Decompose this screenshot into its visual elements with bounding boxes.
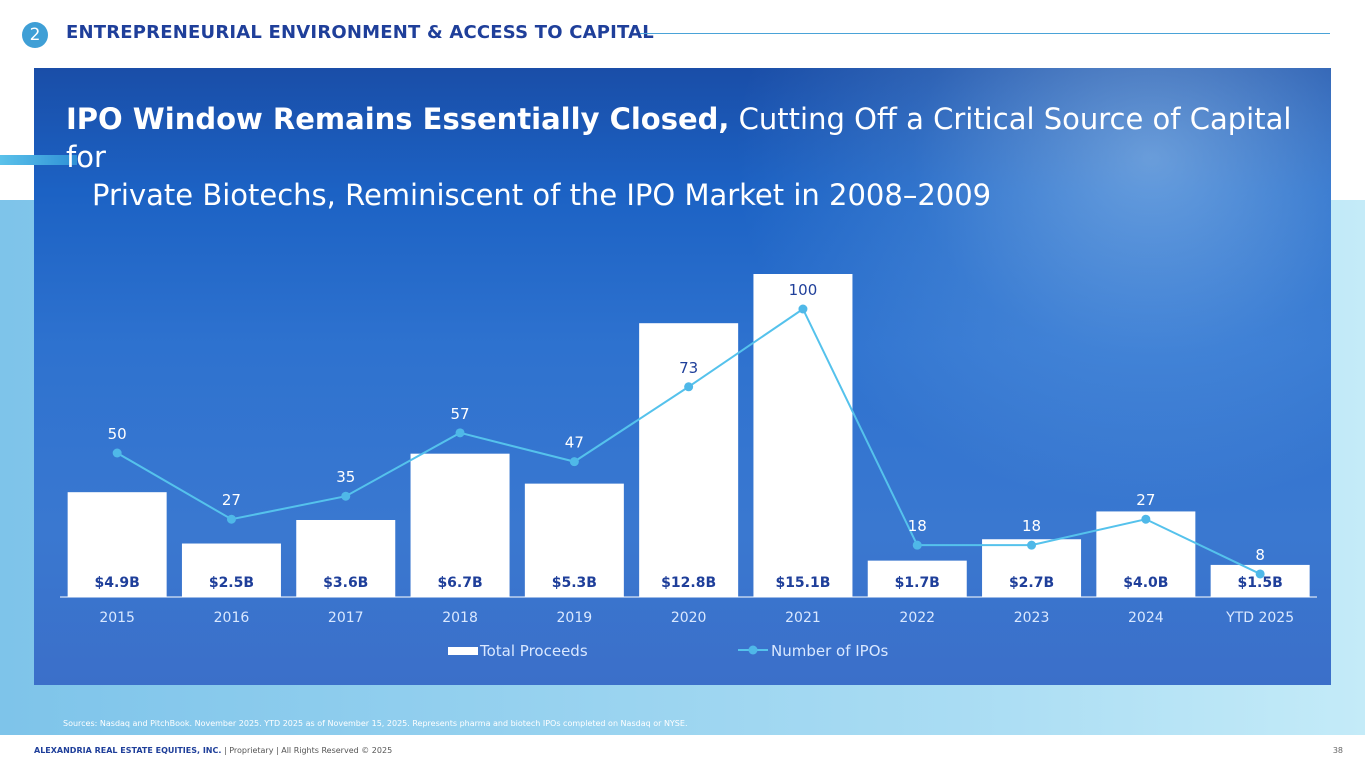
sources-note: Sources: Nasdaq and PitchBook. November …	[63, 719, 688, 728]
ipo-point-6	[684, 382, 694, 392]
legend-label-ipos: Number of IPOs	[771, 642, 889, 660]
x-tick-label: 2022	[899, 610, 935, 626]
ipo-count-label: 50	[108, 425, 127, 443]
footer: ALEXANDRIA REAL ESTATE EQUITIES, INC. | …	[34, 746, 392, 755]
ipo-point-9	[1027, 540, 1037, 550]
page-number: 38	[1332, 746, 1343, 755]
x-tick-label: 2021	[785, 610, 821, 626]
ipo-count-label: 27	[1136, 491, 1155, 509]
bar-value-label: $4.0B	[1123, 575, 1168, 591]
bar-5	[524, 483, 624, 597]
footer-rights: | Proprietary | All Rights Reserved © 20…	[221, 746, 393, 755]
legend-label-proceeds: Total Proceeds	[479, 642, 588, 660]
slide-headline: IPO Window Remains Essentially Closed, C…	[66, 100, 1316, 214]
ipo-point-5	[569, 457, 579, 467]
ipo-count-label: 100	[789, 281, 818, 299]
ipo-count-label: 47	[565, 434, 584, 452]
section-title: ENTREPRENEURIAL ENVIRONMENT & ACCESS TO …	[66, 22, 654, 43]
footer-company: ALEXANDRIA REAL ESTATE EQUITIES, INC.	[34, 746, 222, 755]
ipo-count-label: 8	[1255, 546, 1265, 564]
ipo-count-label: 18	[1022, 517, 1041, 535]
legend-bar-swatch	[448, 647, 478, 655]
bar-7	[753, 274, 853, 597]
bar-4	[410, 453, 510, 597]
bar-10	[1096, 511, 1196, 597]
bar-value-label: $12.8B	[661, 575, 716, 591]
ipo-count-label: 57	[451, 405, 470, 423]
x-tick-label: 2020	[671, 610, 707, 626]
ipo-point-7	[798, 304, 808, 314]
x-tick-label: 2015	[99, 610, 135, 626]
bar-value-label: $15.1B	[775, 575, 830, 591]
bar-value-label: $1.7B	[895, 575, 940, 591]
ipo-count-label: 73	[679, 359, 698, 377]
x-tick-label: 2017	[328, 610, 364, 626]
section-divider	[640, 33, 1330, 34]
headline-bold: IPO Window Remains Essentially Closed,	[66, 102, 730, 136]
x-tick-label: 2019	[557, 610, 593, 626]
x-tick-label: 2024	[1128, 610, 1164, 626]
headline-rest-2: Private Biotechs, Reminiscent of the IPO…	[92, 178, 992, 212]
ipo-point-11	[1255, 569, 1265, 579]
bar-6	[639, 323, 739, 597]
headline-rest-1: Cutting Off a Critical Source of Capital…	[66, 102, 1292, 174]
ipo-count-label: 35	[336, 468, 355, 486]
bar-value-label: $1.5B	[1238, 575, 1283, 591]
bar-1	[67, 492, 167, 597]
ipo-point-10	[1141, 514, 1151, 524]
x-tick-label: 2016	[214, 610, 250, 626]
ipo-point-4	[455, 428, 465, 438]
ipo-count-label: 27	[222, 491, 241, 509]
section-number-badge: 2	[22, 22, 48, 48]
ipo-count-label: 18	[908, 517, 927, 535]
ipo-point-8	[912, 540, 922, 550]
bar-value-label: $2.7B	[1009, 575, 1054, 591]
bar-value-label: $5.3B	[552, 575, 597, 591]
x-tick-label: YTD 2025	[1225, 610, 1294, 626]
bar-3	[296, 519, 396, 597]
bar-value-label: $4.9B	[95, 575, 140, 591]
bar-8	[867, 560, 967, 597]
accent-bar	[0, 155, 77, 165]
bar-value-label: $6.7B	[437, 575, 482, 591]
bar-2	[181, 543, 281, 597]
bar-value-label: $2.5B	[209, 575, 254, 591]
ipo-point-2	[226, 514, 236, 524]
ipo-point-1	[112, 448, 122, 458]
x-tick-label: 2023	[1014, 610, 1050, 626]
x-tick-label: 2018	[442, 610, 478, 626]
legend-line-dot	[748, 645, 758, 655]
ipo-point-3	[341, 491, 351, 501]
bar-value-label: $3.6B	[323, 575, 368, 591]
